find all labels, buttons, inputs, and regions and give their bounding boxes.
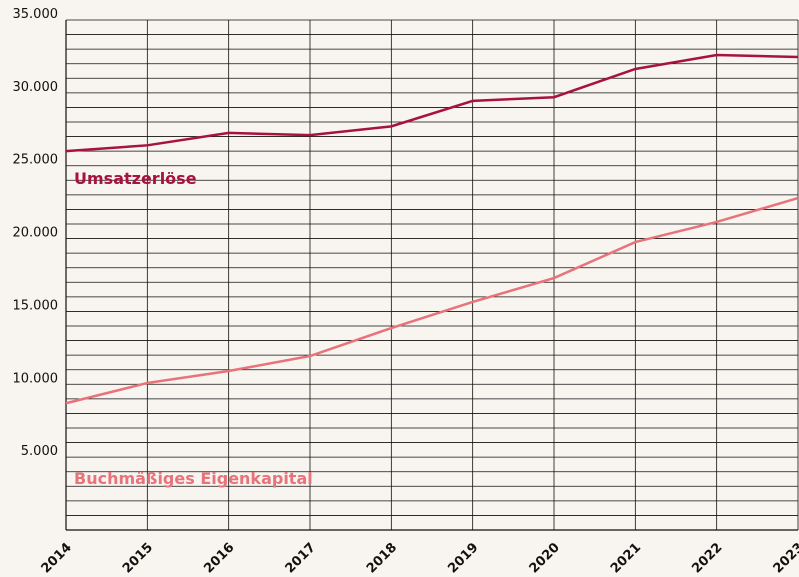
- series-label: Umsatzerlöse: [74, 169, 197, 188]
- y-tick-label: 10.000: [13, 371, 59, 386]
- y-tick-label: 15.000: [13, 298, 59, 313]
- x-tick-label: 2016: [201, 540, 237, 576]
- x-tick-label: 2019: [445, 540, 481, 576]
- y-tick-label: 20.000: [13, 226, 59, 241]
- series-line: [65, 196, 799, 405]
- x-tick-label: 2014: [39, 540, 75, 576]
- series-line: [65, 53, 799, 153]
- series-label: Buchmäßiges Eigenkapital: [74, 469, 313, 488]
- x-tick-label: 2023: [771, 540, 799, 576]
- x-tick-label: 2015: [120, 540, 156, 576]
- x-tick-label: 2018: [364, 540, 400, 576]
- x-tick-label: 2017: [283, 540, 319, 576]
- y-tick-label: 35.000: [13, 7, 59, 22]
- y-tick-label: 5.000: [21, 444, 58, 459]
- y-tick-label: 30.000: [13, 80, 59, 95]
- x-tick-label: 2020: [527, 540, 563, 576]
- x-tick-label: 2022: [689, 540, 725, 576]
- x-tick-label: 2021: [608, 540, 644, 576]
- y-tick-label: 25.000: [13, 153, 59, 168]
